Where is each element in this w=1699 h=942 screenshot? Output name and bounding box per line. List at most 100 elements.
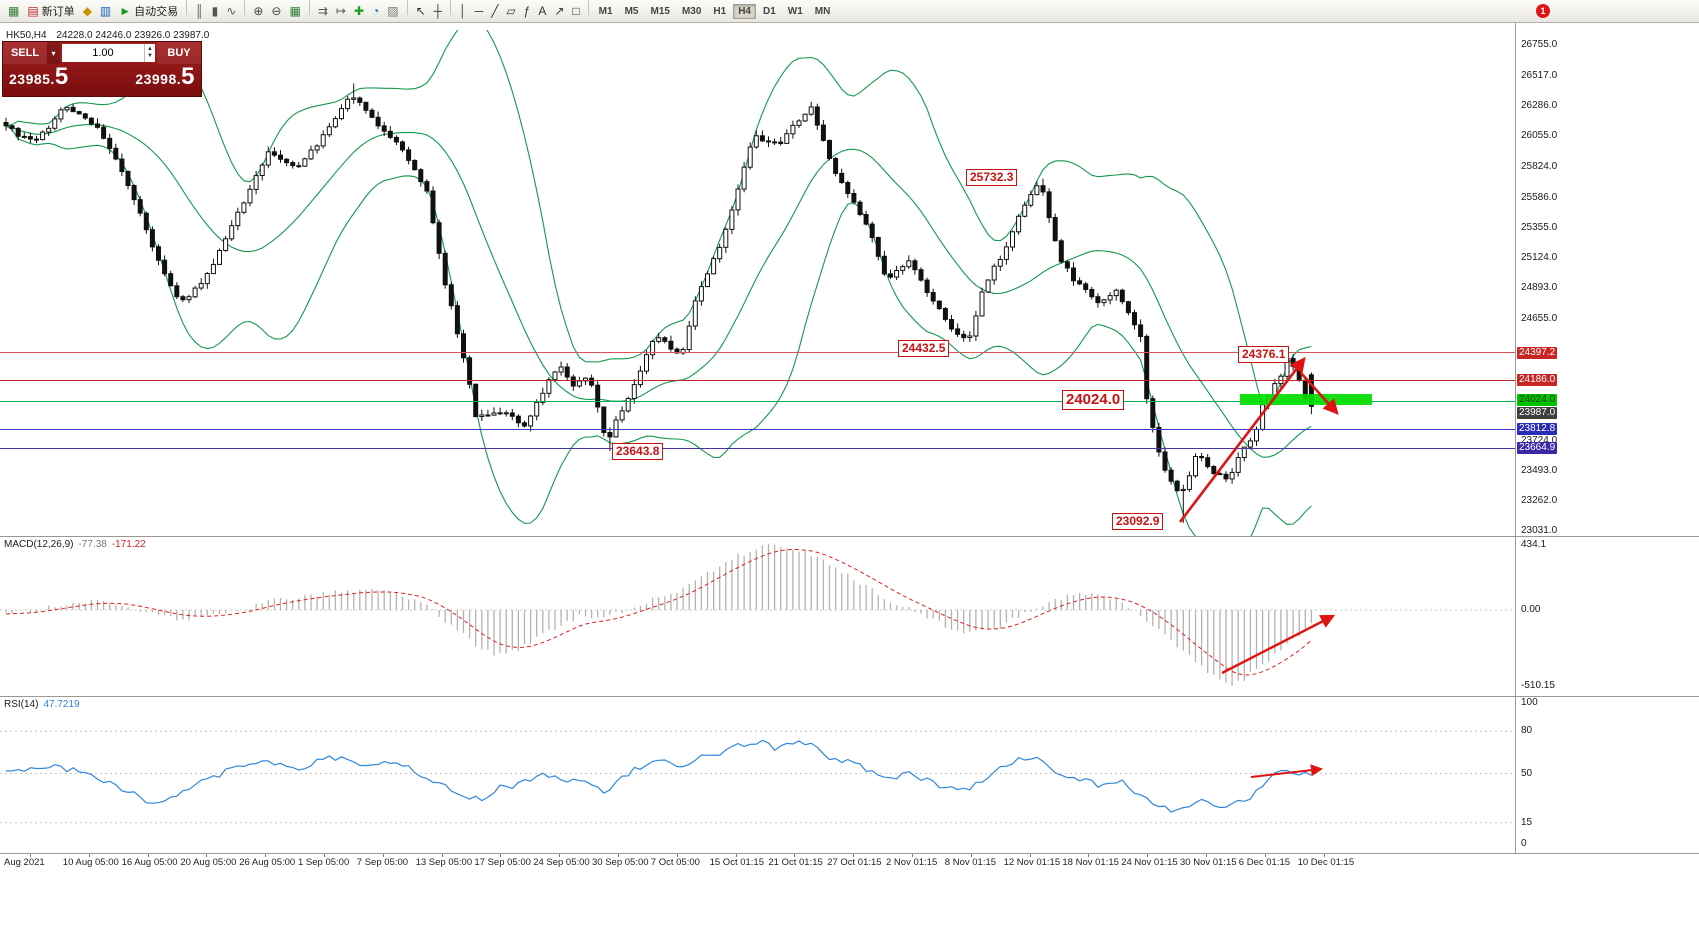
zoom-out-icon: ⊖ [271,4,282,19]
timeframe-h1[interactable]: H1 [713,6,727,17]
time-axis-tickmark [618,854,619,857]
price-callout[interactable]: 25732.3 [966,169,1018,186]
timeframe-w1[interactable]: W1 [787,6,803,17]
bollinger-lower-band [5,125,1312,536]
price-callout[interactable]: 24376.1 [1238,346,1290,363]
indicators-icon: ✚ [353,4,364,19]
time-axis-tickmark [1264,854,1266,857]
indicators-icon[interactable]: ✚ [350,1,368,22]
candlestick-chart[interactable] [0,30,1515,536]
text-icon[interactable]: A [534,1,550,22]
horizontal-line-23812.8[interactable] [0,428,1515,430]
crosshair-icon: ┼ [433,4,443,19]
vertical-line-icon[interactable]: │ [455,1,471,22]
tile-windows-icon[interactable]: ▦ [285,1,304,22]
spinner-down-icon[interactable]: ▼ [146,53,153,59]
time-axis-tickmark [382,854,384,857]
volume-input[interactable] [62,44,144,62]
templates-icon[interactable]: ▨ [383,1,402,22]
arrows-icon[interactable]: ↗ [550,1,568,22]
time-axis-label: 24 Sep 05:00 [533,857,590,868]
price-callout[interactable]: 23643.8 [612,443,664,460]
price-callout[interactable]: 24432.5 [898,340,950,357]
time-axis-label: 16 Aug 05:00 [121,857,178,868]
timeframe-m30[interactable]: M30 [681,6,702,17]
macd-axis-label: 434.1 [1521,539,1547,551]
macd-signal-value: -171.22 [111,539,146,550]
time-axis-tickmark [265,854,267,857]
auto-scroll-icon[interactable]: ⇉ [314,1,332,22]
toolbar-separator [406,0,408,16]
price-axis[interactable]: 26755.0 26517.0 26286.0 26055.0 25824.0 25586… [1516,25,1586,853]
rsi-value: 47.7219 [43,699,80,710]
toolbar-separator [587,0,589,16]
buy-button[interactable]: BUY [157,42,201,64]
horizontal-line-23664.9[interactable] [0,447,1515,449]
panel-separator-macd[interactable] [0,536,1699,537]
timeframe-m5[interactable]: M5 [624,6,639,17]
zoom-out-icon[interactable]: ⊖ [267,1,285,22]
ohlc-values: 24228.0 24246.0 23926.0 23987.0 [56,30,210,41]
timeframe-mn[interactable]: MN [814,6,831,17]
time-axis-tickmark [853,854,855,857]
order-type-dropdown[interactable]: ▾ [47,42,60,64]
market-watch-icon[interactable]: ▥ [96,1,115,22]
timeframe-m15[interactable]: M15 [650,6,670,17]
time-axis-tickmark [324,854,325,857]
panel-separator-rsi[interactable] [0,696,1699,697]
volume-spinner[interactable]: ▲ ▼ [143,44,155,62]
price-axis-tick: 25355.0 [1521,221,1558,233]
sell-price[interactable]: 23985.5 [9,63,69,90]
arrows-icon: ↗ [554,4,565,19]
horizontal-line-24024[interactable] [0,400,1515,402]
candlestick-chart-icon[interactable]: ▮ [208,1,223,22]
timeframe-toolbar: M1 M5 M15 M30 H1 H4 D1 W1 MN [593,4,837,19]
price-axis-tick: 23262.0 [1521,494,1558,506]
rsi-panel[interactable] [0,697,1515,853]
price-callout[interactable]: 24024.0 [1062,390,1125,410]
price-axis-tick: 24893.0 [1521,282,1558,293]
time-axis-label: 13 Sep 05:00 [415,857,473,868]
time-axis-label: 10 Dec 01:15 [1297,857,1355,868]
price-callout[interactable]: 23092.9 [1112,513,1164,530]
new-order-button[interactable]: ▤ 新订单 [23,1,78,22]
fibonacci-icon[interactable]: ƒ [520,1,535,22]
horizontal-line-icon[interactable]: ─ [471,1,488,22]
time-axis-tickmark [500,854,502,857]
channel-icon[interactable]: ▱ [502,1,519,22]
autotrade-button-label: 自动交易 [134,6,179,19]
crosshair-icon[interactable]: ┼ [430,1,447,22]
one-click-trading-panel: SELL ▾ ▲▼ BUY 23985.5 23998.5 [2,41,202,97]
buy-price[interactable]: 23998.5 [135,63,195,90]
rsi-line [6,739,1312,813]
sell-button[interactable]: SELL [3,42,47,64]
autotrade-button[interactable]: ► 自动交易 [115,1,182,22]
candlestick-chart-icon: ▮ [211,4,219,19]
templates-icon: ▨ [387,4,399,19]
line-chart-icon[interactable]: ∿ [222,1,240,22]
horizontal-line-icon: ─ [474,4,484,19]
price-axis-tag: 23664.9 [1517,442,1558,455]
highlight-zone[interactable] [1240,394,1372,405]
toolbar-separator [308,0,310,16]
cursor-icon[interactable]: ↖ [412,1,430,22]
time-axis-tickmark [206,854,208,857]
notification-badge[interactable]: 1 [1536,4,1550,18]
chart-profiles-icon[interactable]: ◆ [79,1,96,22]
periods-icon[interactable]: ◔ [368,1,383,22]
timeframe-m1[interactable]: M1 [598,6,613,17]
horizontal-line-24186[interactable] [0,379,1515,381]
timeframe-d1[interactable]: D1 [762,6,776,17]
horizontal-line-24397.2[interactable] [0,352,1515,354]
chart-shift-icon[interactable]: ↦ [332,1,350,22]
time-axis-label: 6 Dec 01:15 [1238,857,1291,868]
macd-panel[interactable] [0,537,1515,696]
zoom-in-icon[interactable]: ⊕ [249,1,267,22]
timeframe-h4[interactable]: H4 [733,4,756,19]
spinner-up-icon[interactable]: ▲ [146,46,153,52]
trendline-icon[interactable]: ╱ [487,1,502,22]
bars-chart-icon[interactable]: ║ [191,1,208,22]
shapes-icon[interactable]: □ [568,1,583,22]
new-chart-icon[interactable]: ▦ [4,1,23,22]
